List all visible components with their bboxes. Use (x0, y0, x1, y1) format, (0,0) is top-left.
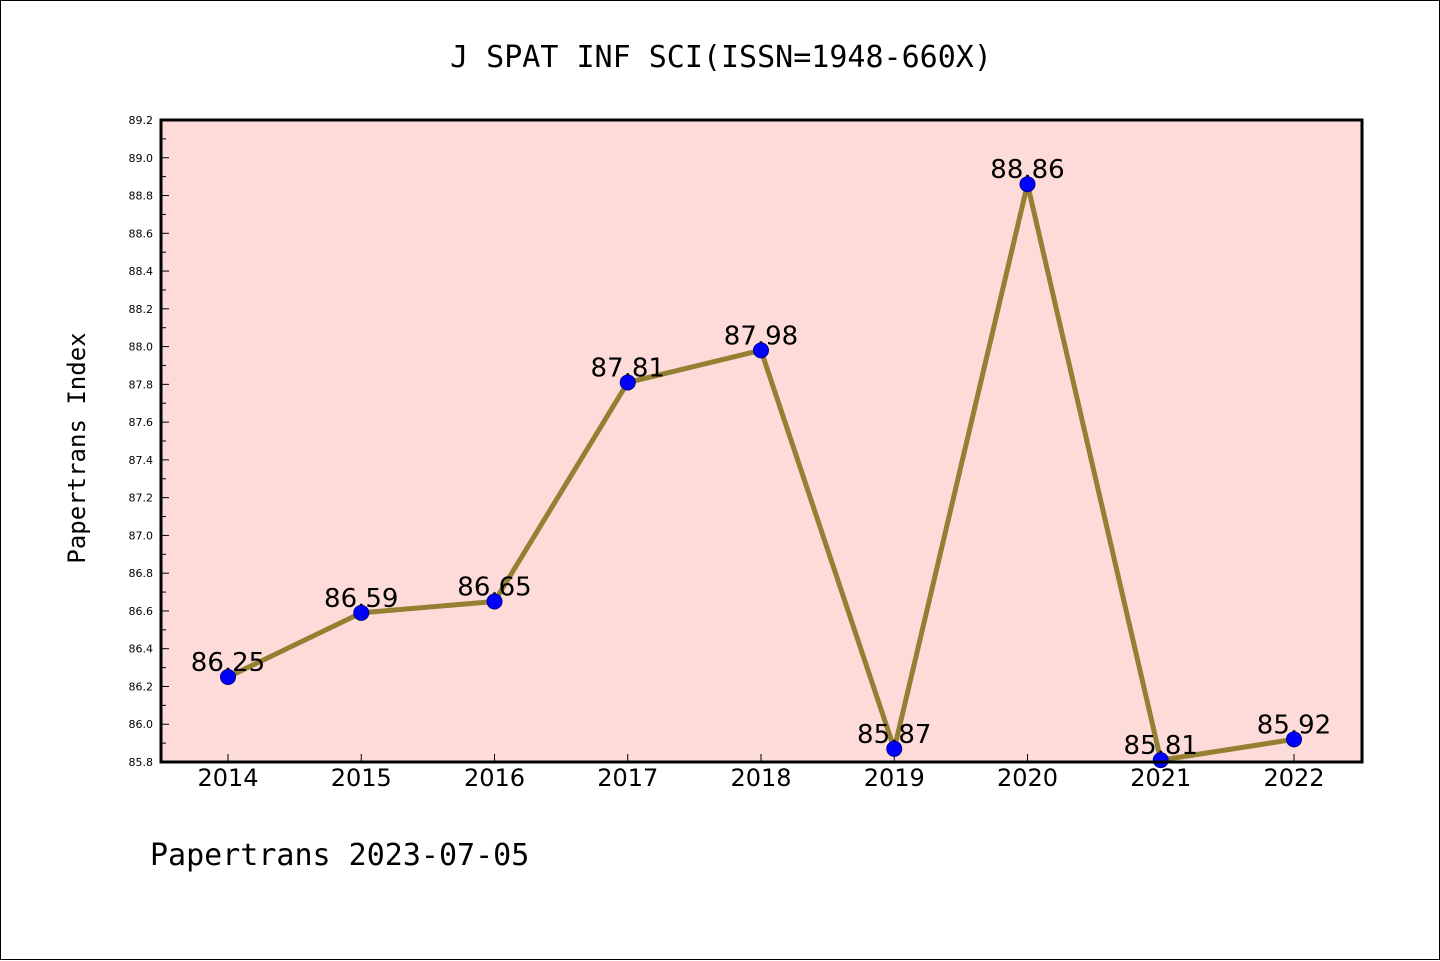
data-point (220, 669, 236, 686)
y-tick-label: 87.6 (129, 416, 154, 429)
x-tick-label: 2016 (464, 764, 525, 792)
data-point (619, 374, 636, 391)
chart-title: J SPAT INF SCI(ISSN=1948-660X) (450, 40, 992, 75)
x-tick-label: 2022 (1263, 764, 1324, 792)
y-axis-label: Papertrans Index (63, 332, 91, 563)
y-tick-label: 87.4 (129, 454, 154, 467)
footer-text: Papertrans 2023-07-05 (150, 838, 529, 873)
y-tick-label: 88.0 (129, 341, 154, 354)
y-tick-label: 87.0 (129, 529, 154, 542)
y-tick-label: 88.8 (129, 190, 154, 203)
plot-frame (159, 118, 1364, 764)
y-tick-label: 88.4 (129, 265, 154, 278)
data-point (1019, 176, 1036, 193)
x-tick-label: 2020 (997, 764, 1058, 792)
y-tick-label: 89.0 (129, 152, 154, 165)
x-tick-label: 2019 (864, 764, 925, 792)
y-tick-label: 88.6 (129, 227, 154, 240)
y-tick-label: 86.0 (129, 718, 154, 731)
y-tick-label: 87.8 (129, 378, 154, 391)
y-tick-label: 86.8 (129, 567, 154, 580)
y-tick-label: 87.2 (129, 492, 154, 505)
y-tick-label: 89.2 (129, 114, 154, 127)
data-point (1152, 752, 1169, 769)
y-tick-label: 86.2 (129, 680, 154, 693)
y-tick-label: 86.4 (129, 643, 154, 656)
y-tick-label: 85.8 (129, 756, 154, 769)
data-point (353, 604, 370, 621)
plot-area (161, 120, 1362, 762)
data-point (753, 342, 769, 359)
data-point (886, 740, 903, 757)
x-tick-label: 2018 (730, 764, 791, 792)
x-tick-label: 2015 (331, 764, 392, 792)
y-tick-label: 88.2 (129, 303, 154, 316)
x-axis: 2014 2015 2016 2017 2018 2019 2020 2021 2022 (197, 754, 1325, 792)
data-point (1286, 731, 1302, 748)
data-markers (220, 176, 1302, 769)
y-axis: 85.8 86.0 86.2 86.4 86.6 86.8 87.0 87.2 87.4 87.6… (129, 114, 169, 769)
x-tick-label: 2014 (197, 764, 258, 792)
x-tick-label: 2017 (597, 764, 658, 792)
y-tick-label: 86.6 (129, 605, 154, 618)
x-tick-label: 2021 (1130, 764, 1191, 792)
data-point (486, 593, 503, 610)
